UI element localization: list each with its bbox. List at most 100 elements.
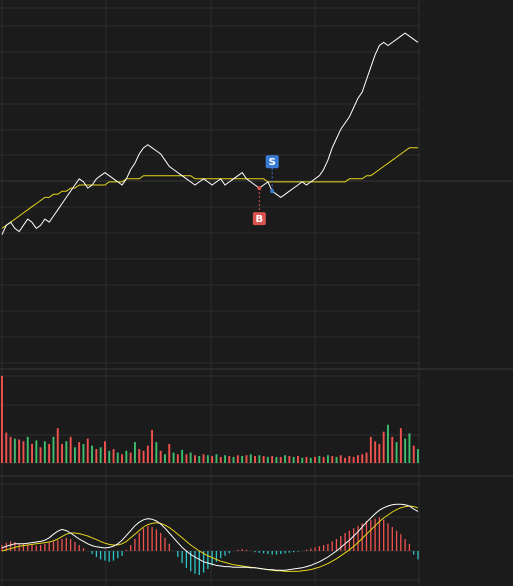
volume-bar xyxy=(9,436,12,463)
volume-bar xyxy=(399,428,402,463)
volume-bar xyxy=(164,454,166,463)
volume-bar xyxy=(365,452,368,463)
volume-bar xyxy=(232,456,235,463)
volume-bar xyxy=(35,440,38,463)
volume-bar xyxy=(224,455,226,463)
volume-bar xyxy=(138,449,141,463)
volume-bar xyxy=(361,454,364,463)
volume-bar xyxy=(181,449,184,463)
price-panel xyxy=(1,32,419,235)
volume-bar xyxy=(314,456,316,463)
macd-dif-line xyxy=(1,503,419,571)
volume-bar xyxy=(305,456,308,463)
volume-bar xyxy=(301,457,304,463)
volume-panel xyxy=(1,376,419,464)
volume-bar xyxy=(112,449,115,463)
volume-bar xyxy=(61,443,63,463)
volume-bar xyxy=(185,454,188,463)
sell-marker[interactable]: S xyxy=(265,155,279,194)
volume-bar xyxy=(189,452,192,463)
volume-bar xyxy=(288,456,291,463)
volume-bar xyxy=(176,454,179,463)
buy-marker-label: B xyxy=(256,214,264,225)
volume-bar xyxy=(309,457,312,463)
volume-bar xyxy=(108,450,111,463)
volume-bar xyxy=(228,456,231,463)
volume-bar xyxy=(26,436,29,463)
volume-bar xyxy=(275,456,278,463)
volume-bar xyxy=(322,456,325,463)
volume-bar xyxy=(86,438,89,463)
volume-bar xyxy=(22,441,25,464)
volume-bar xyxy=(382,431,385,463)
volume-bar xyxy=(331,456,334,463)
volume-bar xyxy=(357,455,359,463)
volume-bar xyxy=(129,452,132,463)
volume-bar xyxy=(318,456,321,463)
volume-bar xyxy=(391,436,394,463)
volume-bar xyxy=(412,445,415,463)
volume-bar xyxy=(172,452,175,463)
buy-marker-box xyxy=(252,212,266,226)
volume-bar xyxy=(327,455,329,463)
volume-bar xyxy=(69,436,72,463)
volume-bar xyxy=(151,429,153,463)
volume-bar xyxy=(52,436,55,463)
buy-marker-dot xyxy=(257,186,262,191)
volume-bar xyxy=(284,455,286,463)
volume-bar xyxy=(374,441,377,464)
volume-bar xyxy=(74,447,76,463)
buy-marker[interactable]: B xyxy=(252,186,266,226)
volume-bar xyxy=(254,456,256,463)
volume-bar xyxy=(339,455,342,463)
volume-bar xyxy=(241,456,244,463)
sell-marker-dot xyxy=(270,189,275,194)
volume-bar xyxy=(335,456,338,463)
volume-bar xyxy=(408,433,411,463)
volume-bar xyxy=(121,454,123,463)
volume-bar xyxy=(142,450,145,463)
volume-bar xyxy=(202,454,205,463)
volume-bar xyxy=(125,450,128,463)
volume-bar xyxy=(262,456,265,463)
volume-bar xyxy=(104,441,106,464)
volume-bar xyxy=(194,455,196,463)
volume-bar xyxy=(387,424,389,463)
volume-bar xyxy=(219,456,222,463)
volume-bar xyxy=(65,441,68,464)
volume-bar xyxy=(159,450,162,463)
sell-marker-label: S xyxy=(269,157,276,168)
volume-bar xyxy=(236,455,239,463)
volume-bar xyxy=(245,455,248,463)
volume-bar xyxy=(48,443,51,463)
volume-bar xyxy=(43,441,46,464)
volume-bar xyxy=(1,376,3,463)
volume-bar xyxy=(352,456,355,463)
volume-bar xyxy=(116,452,119,463)
volume-bar xyxy=(292,456,295,463)
trade-markers: S B xyxy=(252,155,279,226)
volume-bar xyxy=(155,442,158,463)
volume-bar xyxy=(215,454,218,463)
volume-bar xyxy=(249,454,252,463)
volume-bar xyxy=(344,457,346,463)
avg-price-line xyxy=(1,147,418,229)
volume-bar xyxy=(168,443,171,463)
volume-bar xyxy=(378,443,381,463)
volume-bar xyxy=(95,449,98,463)
volume-bar xyxy=(39,447,42,463)
volume-bar xyxy=(369,436,372,463)
volume-bar xyxy=(5,432,8,463)
volume-bar xyxy=(348,456,351,463)
volume-bar xyxy=(146,445,149,463)
volume-bar xyxy=(99,447,102,463)
volume-bar xyxy=(297,456,299,463)
macd-panel xyxy=(1,503,419,575)
volume-bar xyxy=(31,443,33,463)
volume-bar xyxy=(417,449,419,463)
price-line xyxy=(1,32,419,235)
volume-bar xyxy=(258,455,261,463)
